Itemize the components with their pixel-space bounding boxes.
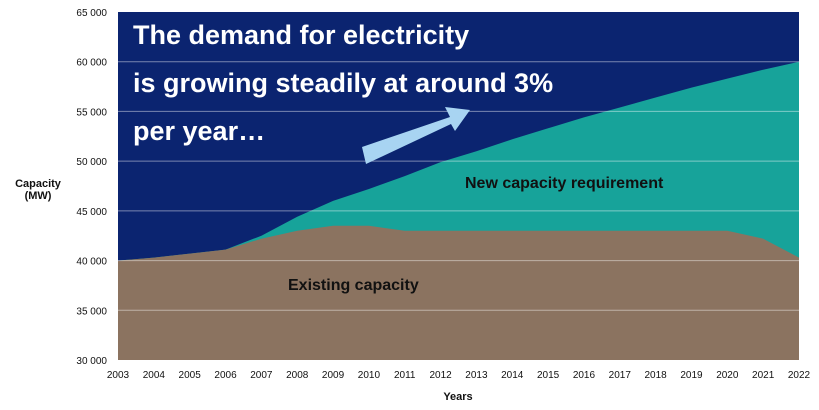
y-tick-label: 40 000 [76,257,107,268]
y-axis-label-line2: (MW) [25,190,52,202]
x-tick-label: 2013 [465,370,488,381]
x-tick-label: 2018 [645,370,668,381]
x-axis-ticks: 2003 2004 2005 2006 2007 2008 2009 2010 2011 2012… [107,370,811,381]
x-tick-label: 2010 [358,370,381,381]
x-tick-label: 2021 [752,370,775,381]
headline-line2: is growing steadily at around 3% [133,68,553,98]
headline-line1: The demand for electricity [133,20,469,50]
gridlines [118,61,799,311]
x-tick-label: 2016 [573,370,596,381]
y-tick-label: 35 000 [76,306,107,317]
arrow-icon [362,107,470,164]
y-tick-label: 65 000 [76,8,107,19]
y-tick-label: 30 000 [76,356,107,367]
y-axis-label-line1: Capacity [15,178,62,190]
x-axis-label: Years [443,391,472,403]
x-tick-label: 2006 [214,370,237,381]
x-tick-label: 2007 [250,370,273,381]
x-tick-label: 2015 [537,370,560,381]
x-tick-label: 2012 [429,370,452,381]
x-tick-label: 2022 [788,370,811,381]
existing-capacity-area [118,225,799,360]
x-tick-label: 2017 [609,370,632,381]
y-tick-label: 45 000 [76,207,107,218]
y-tick-label: 60 000 [76,58,107,69]
x-tick-label: 2008 [286,370,309,381]
existing-capacity-annotation: Existing capacity [288,277,419,294]
x-tick-label: 2019 [680,370,703,381]
x-tick-label: 2003 [107,370,130,381]
x-tick-label: 2011 [394,370,416,381]
x-tick-label: 2020 [716,370,739,381]
y-tick-label: 55 000 [76,107,107,118]
x-tick-label: 2014 [501,370,524,381]
new-capacity-annotation: New capacity requirement [465,175,664,192]
y-tick-label: 50 000 [76,157,107,168]
y-axis-ticks: 30 000 35 000 40 000 45 000 50 000 55 000 60 0… [76,8,107,367]
x-tick-label: 2009 [322,370,345,381]
headline-line3: per year… [133,116,265,146]
x-tick-label: 2004 [143,370,166,381]
x-tick-label: 2005 [179,370,202,381]
